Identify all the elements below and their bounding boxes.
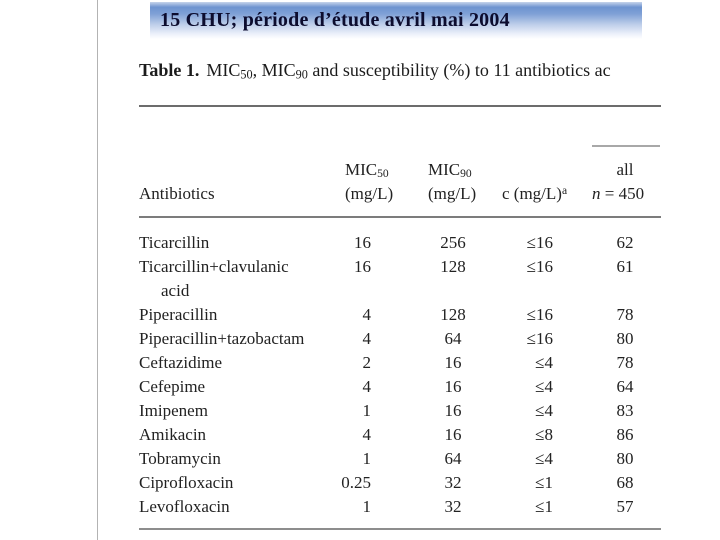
mic50-value: 4: [362, 305, 372, 324]
c-breakpoint-value: ≤1: [535, 473, 553, 492]
column-header-mic50: MIC50: [345, 160, 389, 181]
table-row: Ceftazidime 2 16 ≤4 78: [139, 351, 661, 375]
c-breakpoint-value: ≤4: [535, 377, 553, 396]
antibiotic-name: Ciprofloxacin: [139, 473, 234, 492]
table-caption-label: Table 1.: [139, 60, 200, 80]
mic90-value: 64: [444, 449, 462, 468]
table-bottom-rule: [139, 528, 661, 530]
table-caption: Table 1. MIC50, MIC90 and susceptibility …: [139, 60, 661, 82]
c-breakpoint-value: ≤4: [535, 401, 553, 420]
c-breakpoint-value: ≤4: [535, 449, 553, 468]
susceptibility-value: 68: [616, 473, 634, 492]
column-header-mic90: MIC90: [428, 160, 472, 181]
antibiotic-name: Ticarcillin: [139, 233, 210, 252]
mic50-value: 16: [354, 233, 371, 252]
mic90-value: 128: [440, 305, 466, 324]
table-row: Piperacillin+tazobactam 4 64 ≤16 80: [139, 327, 661, 351]
mic90-value: 16: [444, 401, 462, 420]
susceptibility-value: 80: [616, 329, 634, 348]
susceptibility-value: 83: [616, 401, 634, 420]
column-header-c-mgl: c (mg/L)a: [502, 184, 568, 203]
mic50-value: 1: [362, 449, 372, 468]
c-breakpoint-value: ≤16: [526, 257, 553, 276]
susceptibility-value: 61: [616, 257, 634, 276]
column-header-mic50-unit: (mg/L): [345, 184, 394, 203]
mic50-value: 0.25: [341, 473, 371, 492]
susceptibility-value: 64: [616, 377, 634, 396]
antibiotic-name: Piperacillin: [139, 305, 218, 324]
table-top-rule: [139, 105, 661, 107]
table-row: Imipenem 1 16 ≤4 83: [139, 399, 661, 423]
mic90-value: 16: [444, 425, 462, 444]
c-breakpoint-value: ≤16: [526, 233, 553, 252]
table-row: Levofloxacin 1 32 ≤1 57: [139, 495, 661, 519]
antibiotic-name: Piperacillin+tazobactam: [139, 329, 305, 348]
mic90-value: 16: [444, 377, 462, 396]
column-header-all: all: [616, 160, 634, 179]
antibiotic-name: Ceftazidime: [139, 353, 223, 372]
table-rows: Ticarcillin 16 256 ≤16 62 Ticarcillin+cl…: [139, 231, 661, 519]
slide-title-banner: 15 CHU; période d’étude avril mai 2004: [150, 2, 642, 39]
mic50-value: 16: [354, 257, 371, 276]
susceptibility-value: 78: [616, 305, 634, 324]
all-column-spanner-rule: [592, 145, 660, 147]
mic90-value: 128: [440, 257, 466, 276]
table-row: Cefepime 4 16 ≤4 64: [139, 375, 661, 399]
c-breakpoint-value: ≤4: [535, 353, 553, 372]
scan-left-border-line: [97, 0, 98, 540]
antibiotic-name: Imipenem: [139, 401, 208, 420]
susceptibility-value: 57: [616, 497, 634, 516]
mic90-value: 64: [444, 329, 462, 348]
susceptibility-value: 62: [616, 233, 634, 252]
table-row: Ticarcillin 16 256 ≤16 62: [139, 231, 661, 255]
antibiotic-name-line2: acid: [161, 281, 190, 300]
column-header-mic90-unit: (mg/L): [428, 184, 477, 203]
antibiotic-name: Levofloxacin: [139, 497, 230, 516]
slide-title: 15 CHU; période d’étude avril mai 2004: [160, 9, 510, 31]
table-row: Ciprofloxacin 0.25 32 ≤1 68: [139, 471, 661, 495]
c-breakpoint-value: ≤16: [526, 329, 553, 348]
mic50-value: 1: [362, 401, 372, 420]
table-row: Ticarcillin+clavulanic acid 16 128 ≤16 6…: [139, 255, 661, 303]
antibiotic-name: Amikacin: [139, 425, 207, 444]
susceptibility-value: 86: [616, 425, 634, 444]
mic90-value: 256: [440, 233, 466, 252]
table-caption-text: MIC50, MIC90 and susceptibility (%) to 1…: [206, 60, 611, 82]
mic90-value: 32: [444, 473, 462, 492]
mic90-value: 32: [444, 497, 462, 516]
mic50-value: 4: [362, 425, 372, 444]
mic50-value: 2: [362, 353, 372, 372]
column-header-n450: n = 450: [592, 184, 645, 203]
susceptibility-value: 80: [616, 449, 634, 468]
antibiotic-name: Tobramycin: [139, 449, 221, 468]
table-row: Amikacin 4 16 ≤8 86: [139, 423, 661, 447]
table-header-rule: [139, 216, 661, 218]
column-header-antibiotics: Antibiotics: [139, 184, 215, 203]
mic50-value: 1: [362, 497, 372, 516]
table-row: Piperacillin 4 128 ≤16 78: [139, 303, 661, 327]
c-breakpoint-value: ≤8: [535, 425, 553, 444]
table-row: Tobramycin 1 64 ≤4 80: [139, 447, 661, 471]
antibiotic-name: Ticarcillin+clavulanic: [139, 257, 289, 276]
antibiotic-name: Cefepime: [139, 377, 206, 396]
mic50-value: 4: [362, 329, 372, 348]
mic50-value: 4: [362, 377, 372, 396]
mic90-value: 16: [444, 353, 462, 372]
c-breakpoint-value: ≤16: [526, 305, 553, 324]
susceptibility-value: 78: [616, 353, 634, 372]
c-breakpoint-value: ≤1: [535, 497, 553, 516]
